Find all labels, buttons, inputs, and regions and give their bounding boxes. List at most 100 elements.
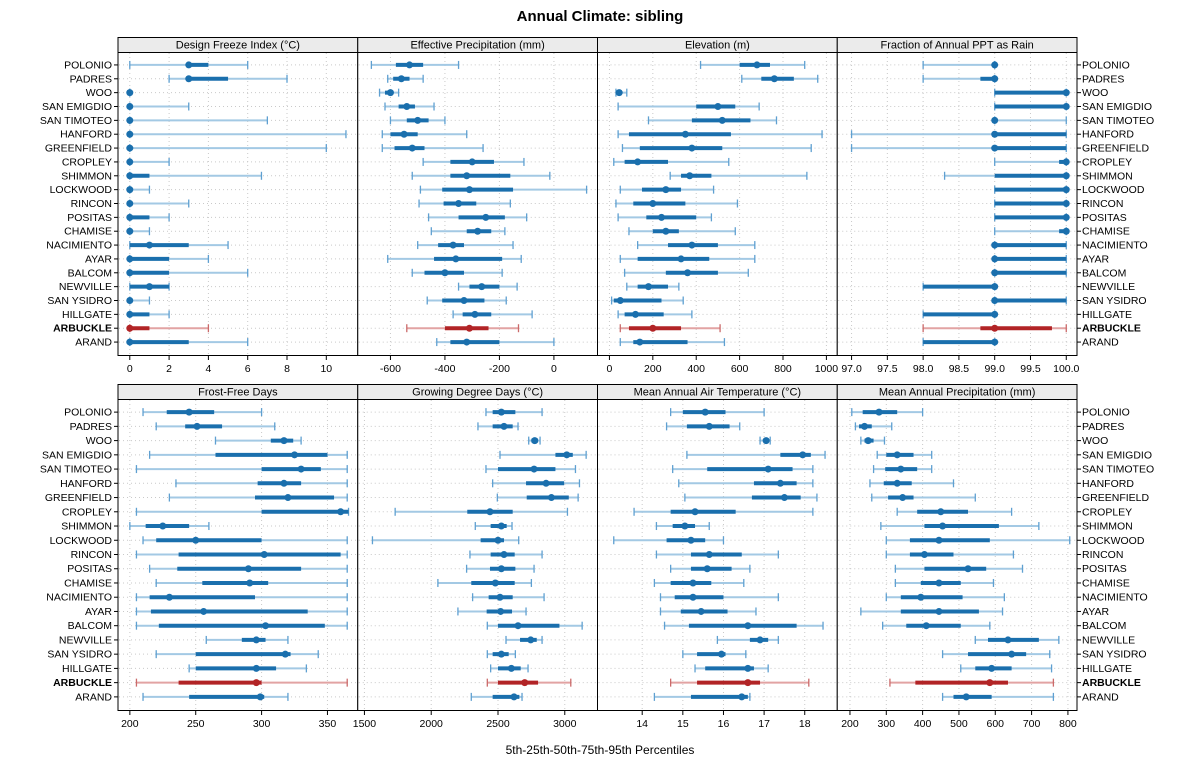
site-label-left: HANFORD: [60, 129, 112, 141]
percentile-row: [941, 650, 1051, 659]
median-dot: [468, 158, 476, 166]
x-tick-label: 97.0: [841, 363, 862, 375]
site-label-right: BALCOM: [1082, 620, 1126, 632]
median-dot: [193, 422, 201, 430]
percentile-row: [617, 213, 713, 222]
median-dot: [1008, 650, 1016, 658]
percentile-row: [427, 213, 528, 222]
percentile-row: [126, 213, 170, 222]
median-dot: [1062, 89, 1070, 97]
x-tick-label: 350: [319, 718, 337, 730]
x-tick-label: 250: [187, 718, 205, 730]
median-dot: [631, 310, 639, 318]
x-tick-label: 2: [166, 363, 172, 375]
site-label-right: POLONIO: [1082, 59, 1130, 71]
median-dot: [185, 75, 193, 83]
median-dot: [455, 200, 463, 207]
percentile-row: [922, 74, 999, 83]
median-dot: [200, 607, 208, 615]
median-dot: [780, 494, 788, 502]
site-label-right: SHIMMON: [1082, 521, 1133, 533]
percentile-row: [647, 116, 778, 125]
percentile-row: [474, 522, 513, 531]
median-dot: [1062, 103, 1070, 110]
percentile-row: [619, 324, 721, 333]
strip-title: Effective Precipitation (mm): [410, 40, 544, 52]
percentile-row: [655, 522, 710, 531]
median-dot: [280, 437, 288, 445]
x-tick-label: 6: [245, 363, 251, 375]
percentile-row: [686, 450, 826, 459]
x-tick-label: 300: [878, 718, 896, 730]
percentile-row: [452, 310, 533, 319]
median-dot: [145, 283, 153, 291]
median-dot: [165, 593, 173, 601]
median-dot: [400, 130, 408, 138]
percentile-row: [994, 213, 1070, 222]
percentile-row: [991, 241, 1067, 250]
median-dot: [649, 324, 657, 332]
percentile-row: [663, 621, 824, 630]
site-label-right: PADRES: [1082, 73, 1124, 85]
median-dot: [717, 650, 725, 658]
median-dot: [991, 255, 999, 263]
percentile-row: [991, 116, 1067, 125]
percentile-row: [894, 564, 1024, 573]
median-dot: [185, 61, 193, 69]
percentile-row: [885, 550, 1015, 559]
x-tick-label: 0: [607, 363, 613, 375]
percentile-row: [142, 536, 348, 545]
median-dot: [681, 130, 689, 138]
median-dot: [471, 310, 479, 318]
median-dot: [917, 593, 925, 601]
percentile-row: [882, 621, 991, 630]
site-label-right: PADRES: [1082, 421, 1124, 433]
median-dot: [939, 522, 947, 530]
median-dot: [126, 310, 134, 318]
percentile-row: [148, 450, 348, 459]
median-dot: [256, 693, 264, 701]
site-label-right: ARBUCKLE: [1082, 323, 1141, 335]
site-label-left: SAN TIMOTEO: [40, 115, 112, 127]
percentile-row: [387, 74, 424, 83]
x-tick-label: 99.5: [1020, 363, 1041, 375]
median-dot: [252, 636, 260, 644]
percentile-row: [610, 296, 684, 305]
strip-title: Growing Degree Days (°C): [412, 387, 543, 399]
site-label-left: PADRES: [70, 421, 112, 433]
site-label-right: GREENFIELD: [1082, 492, 1150, 504]
site-label-right: ARBUCKLE: [1082, 677, 1141, 689]
site-label-right: AYAR: [1082, 253, 1109, 265]
percentile-row: [894, 578, 995, 587]
percentile-row: [615, 88, 628, 97]
median-dot: [991, 269, 999, 277]
percentile-row: [129, 282, 170, 291]
percentile-row: [384, 102, 435, 111]
percentile-row: [615, 199, 739, 208]
percentile-row: [960, 664, 1053, 673]
site-label-right: POSITAS: [1082, 563, 1127, 575]
x-tick-label: 400: [687, 363, 705, 375]
x-tick-label: 16: [718, 718, 730, 730]
median-dot: [988, 664, 996, 672]
percentile-row: [619, 338, 726, 347]
x-tick-label: 14: [636, 718, 648, 730]
median-dot: [893, 451, 901, 459]
x-tick-label: 99.0: [984, 363, 1005, 375]
median-dot: [875, 408, 883, 416]
percentile-row: [633, 507, 814, 516]
median-dot: [697, 607, 705, 615]
median-dot: [465, 324, 473, 332]
percentile-row: [613, 157, 730, 166]
site-label-left: GREENFIELD: [45, 143, 113, 155]
median-dot: [897, 465, 905, 473]
median-dot: [615, 89, 623, 97]
percentile-row: [457, 282, 518, 291]
median-dot: [935, 579, 943, 587]
percentile-row: [419, 185, 588, 194]
median-dot: [662, 227, 670, 235]
site-label-left: SAN YSIDRO: [47, 295, 112, 307]
median-dot: [126, 186, 134, 194]
site-label-left: ARBUCKLE: [53, 323, 112, 335]
percentile-row: [437, 578, 533, 587]
